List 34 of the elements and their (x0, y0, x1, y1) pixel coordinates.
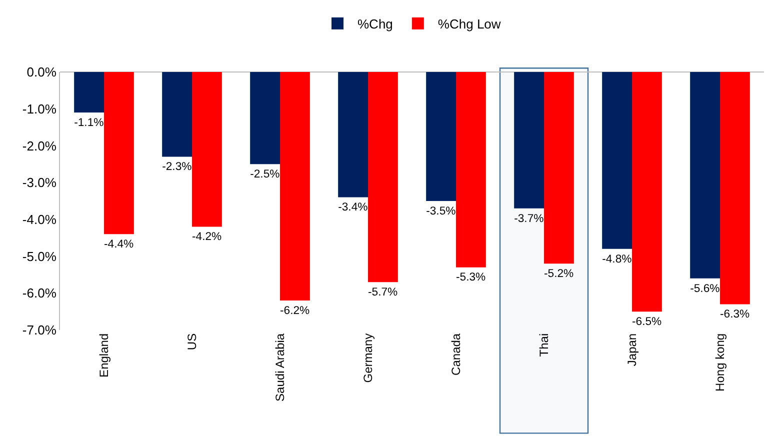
y-tick-label: -6.0% (22, 286, 57, 301)
y-tick-label: -2.0% (22, 138, 57, 154)
data-label: -3.5% (426, 205, 456, 218)
y-tick-label: -1.0% (22, 101, 57, 116)
x-tick-label: US (184, 333, 199, 350)
data-label: -4.4% (104, 238, 134, 251)
x-tick-label: England (96, 333, 111, 378)
y-tick-label: -3.0% (22, 175, 57, 190)
data-label: -5.2% (544, 268, 574, 280)
data-label: -2.5% (250, 168, 280, 181)
data-label: -6.5% (632, 316, 662, 328)
x-tick-label: Canada (448, 333, 463, 376)
data-label: -4.2% (192, 231, 222, 244)
data-label: -2.3% (162, 161, 192, 174)
data-label: -3.7% (514, 212, 544, 225)
legend-label: %Chg Low (438, 16, 502, 32)
data-label: -5.7% (368, 286, 398, 298)
data-label: -3.4% (338, 202, 368, 214)
data-label: -5.3% (456, 272, 486, 284)
data-label: -1.1% (74, 116, 104, 129)
x-tick-label: Thai (536, 333, 551, 357)
x-tick-label: Germany (360, 333, 375, 383)
data-label: -6.3% (720, 308, 750, 321)
data-label: -6.2% (280, 304, 310, 317)
y-tick-label: 0.0% (26, 64, 57, 80)
x-tick-label: Japan (624, 333, 639, 366)
legend-label: %Chg (358, 16, 393, 32)
x-tick-label: Hong kong (712, 333, 727, 392)
x-tick-label: Saudi Arabia (272, 333, 287, 402)
y-tick-label: -5.0% (22, 248, 57, 264)
data-label: -4.8% (602, 253, 632, 266)
y-tick-label: -7.0% (22, 322, 57, 338)
data-label: -5.6% (690, 282, 720, 295)
y-tick-label: -4.0% (22, 212, 57, 227)
